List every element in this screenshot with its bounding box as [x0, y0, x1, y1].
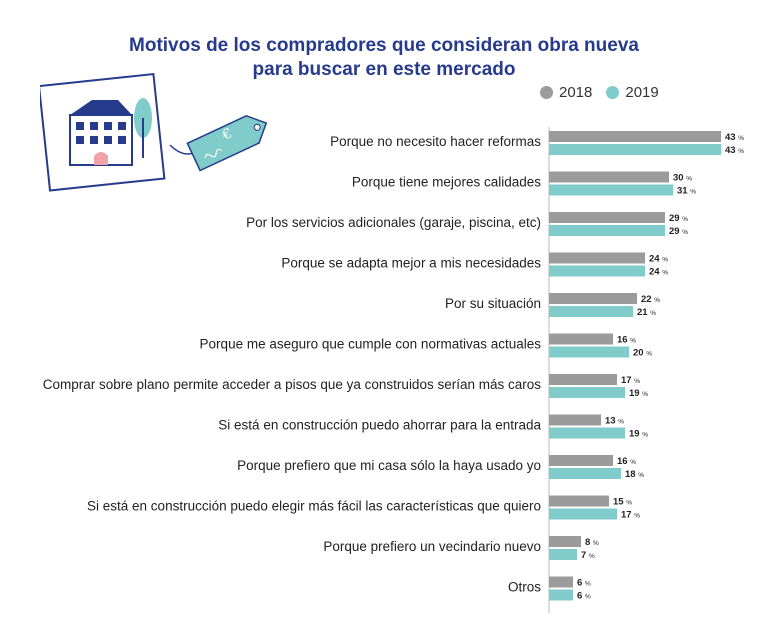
data-label-2019: 19 %	[629, 388, 648, 399]
data-label-2019: 43 %	[725, 145, 744, 156]
category-label: Porque no necesito hacer reformas	[330, 134, 541, 149]
data-label-2018: 29 %	[669, 213, 688, 224]
data-label-2019: 31 %	[677, 186, 696, 197]
bar-2019	[549, 265, 645, 277]
category-label: Porque prefiero que mi casa sólo la haya…	[237, 458, 541, 473]
percent-sign: %	[642, 432, 648, 439]
data-label-2019: 19 %	[629, 429, 648, 440]
percent-sign: %	[634, 513, 640, 520]
bar-2018	[549, 212, 665, 223]
data-label-2019: 17 %	[621, 510, 640, 521]
percent-sign: %	[618, 419, 624, 426]
bar-2019	[549, 387, 625, 398]
data-label-2019: 29 %	[669, 226, 688, 237]
category-label: Porque prefiero un vecindario nuevo	[323, 539, 541, 554]
data-label-2019: 7 %	[581, 550, 595, 561]
category-label: Si está en construcción puedo ahorrar pa…	[218, 418, 541, 433]
category-label: Por los servicios adicionales (garaje, p…	[246, 215, 541, 230]
data-label-2019: 18 %	[625, 469, 644, 480]
legend-label-2019: 2019	[625, 84, 659, 101]
data-label-2018: 43 %	[725, 132, 744, 143]
percent-sign: %	[738, 148, 744, 155]
tree-icon	[134, 98, 152, 158]
percent-sign: %	[626, 500, 632, 507]
percent-sign: %	[650, 310, 656, 317]
data-label-2018: 17 %	[621, 375, 640, 386]
legend-swatch-2019	[606, 86, 620, 99]
category-label: Otros	[508, 580, 541, 595]
percent-sign: %	[690, 189, 696, 196]
bar-2018	[549, 293, 637, 304]
data-label-2018: 22 %	[641, 294, 660, 305]
percent-sign: %	[686, 176, 692, 183]
legend-swatch-2018	[540, 86, 553, 99]
bar-2019	[549, 468, 621, 479]
percent-sign: %	[630, 338, 636, 345]
percent-sign: %	[654, 297, 660, 304]
title-line-1: Motivos de los compradores que considera…	[129, 35, 639, 56]
data-label-2018: 8 %	[585, 537, 599, 548]
percent-sign: %	[630, 459, 636, 466]
bar-2018	[549, 333, 613, 345]
bar-2019	[549, 589, 573, 601]
legend-label-2018: 2018	[559, 84, 593, 101]
category-label: Por su situación	[445, 296, 541, 311]
percent-sign: %	[682, 229, 688, 236]
data-label-2019: 21 %	[637, 307, 656, 318]
percent-sign: %	[593, 540, 599, 547]
price-tag-icon: €	[186, 115, 268, 172]
bar-2019	[549, 225, 665, 236]
data-label-2018: 30 %	[673, 173, 692, 184]
percent-sign: %	[642, 391, 648, 398]
data-label-2018: 15 %	[613, 497, 632, 508]
bar-2019	[549, 549, 577, 560]
percent-sign: %	[662, 270, 668, 277]
data-label-2018: 16 %	[617, 335, 636, 346]
percent-sign: %	[585, 581, 591, 588]
data-label-2018: 13 %	[605, 416, 624, 427]
title-line-2: para buscar en este mercado	[252, 59, 516, 80]
data-label-2019: 20 %	[633, 348, 652, 359]
data-label-2018: 6 %	[577, 578, 591, 589]
percent-sign: %	[682, 216, 688, 223]
bar-2019	[549, 306, 633, 317]
category-label: Porque tiene mejores calidades	[352, 175, 541, 190]
bar-2019	[549, 346, 629, 358]
percent-sign: %	[589, 553, 595, 560]
percent-sign: %	[646, 351, 652, 358]
data-label-2019: 24 %	[649, 267, 668, 278]
legend-item-2019: 2019	[606, 84, 659, 101]
data-label-2018: 24 %	[649, 254, 668, 265]
category-label: Comprar sobre plano permite acceder a pi…	[43, 377, 541, 392]
house-price-tag-illustration: €	[40, 72, 268, 192]
bar-2018	[549, 495, 609, 507]
house-icon	[69, 100, 133, 166]
bar-2018	[549, 374, 617, 385]
bar-2018	[549, 414, 601, 426]
data-label-2018: 16 %	[617, 456, 636, 467]
percent-sign: %	[638, 472, 644, 479]
bar-2018	[549, 455, 613, 466]
bar-2018	[549, 131, 721, 142]
bar-2018	[549, 536, 581, 547]
percent-sign: %	[738, 135, 744, 142]
category-label: Porque se adapta mejor a mis necesidades	[281, 256, 541, 271]
legend: 2018 2019	[540, 84, 659, 101]
bar-2018	[549, 252, 645, 264]
percent-sign: %	[634, 378, 640, 385]
data-label-2019: 6 %	[577, 591, 591, 602]
percent-sign: %	[662, 257, 668, 264]
bar-2019	[549, 427, 625, 439]
bar-2019	[549, 144, 721, 155]
bar-2018	[549, 171, 669, 183]
category-label: Porque me aseguro que cumple con normati…	[200, 337, 542, 352]
bar-2019	[549, 508, 617, 520]
percent-sign: %	[585, 594, 591, 601]
bar-2019	[549, 184, 673, 196]
legend-item-2018: 2018	[540, 84, 592, 101]
bar-2018	[549, 576, 573, 588]
category-label: Si está en construcción puedo elegir más…	[87, 499, 541, 514]
chart-title: Motivos de los compradores que considera…	[0, 34, 768, 82]
